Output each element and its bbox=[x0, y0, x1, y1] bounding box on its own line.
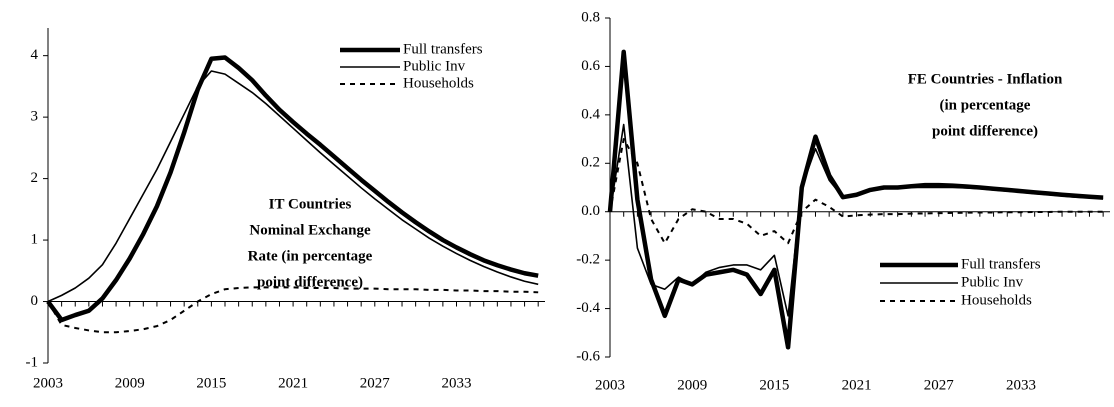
legend-label: Households bbox=[403, 75, 474, 91]
chart-title: (in percentage bbox=[940, 97, 1031, 113]
y-tick-label: -0.6 bbox=[576, 348, 600, 364]
y-tick-label: -1 bbox=[26, 354, 39, 370]
series-line bbox=[609, 138, 1104, 245]
y-tick-label: -0.2 bbox=[576, 252, 600, 268]
x-tick-label: 2027 bbox=[360, 375, 391, 391]
series-line bbox=[46, 55, 539, 323]
chart-title: Rate (in percentage bbox=[248, 248, 373, 264]
chart: -1 0 1 2 3 4 2003 2009 2015 2021 2027 2033 IT Countr… bbox=[26, 28, 545, 391]
series-line bbox=[47, 286, 539, 334]
legend-label: Households bbox=[961, 292, 1032, 308]
chart-title: point difference) bbox=[932, 123, 1038, 139]
y-tick-label: 0.4 bbox=[581, 106, 600, 122]
x-tick-label: 2009 bbox=[115, 375, 145, 391]
x-tick-label: 2015 bbox=[196, 375, 226, 391]
legend-label: Full transfers bbox=[403, 41, 483, 57]
chart-title: Nominal Exchange bbox=[249, 222, 371, 238]
x-tick-label: 2033 bbox=[1006, 377, 1036, 393]
legend-label: Public Inv bbox=[961, 274, 1024, 290]
y-tick-label: 0.2 bbox=[581, 155, 600, 171]
y-tick-label: 0 bbox=[31, 293, 39, 309]
series-line bbox=[47, 70, 539, 303]
x-tick-label: 2021 bbox=[842, 377, 872, 393]
chart-title: IT Countries bbox=[269, 196, 352, 212]
x-tick-label: 2003 bbox=[33, 375, 63, 391]
x-tick-label: 2027 bbox=[924, 377, 955, 393]
y-tick-label: 1 bbox=[31, 232, 39, 248]
x-tick-label: 2021 bbox=[278, 375, 308, 391]
y-tick-label: 0.0 bbox=[581, 203, 600, 219]
y-tick-label: 3 bbox=[31, 109, 39, 125]
x-tick-label: 2009 bbox=[677, 377, 707, 393]
chart-title: FE Countries - Inflation bbox=[908, 71, 1063, 87]
legend-label: Full transfers bbox=[961, 256, 1041, 272]
x-tick-label: 2003 bbox=[595, 377, 625, 393]
x-tick-label: 2033 bbox=[441, 375, 471, 391]
legend-label: Public Inv bbox=[403, 58, 466, 74]
series-line bbox=[609, 123, 1104, 317]
y-tick-label: 4 bbox=[31, 47, 39, 63]
chart: -0.6 -0.4 -0.2 0.0 0.2 0.4 0.6 0.8 2003 2009 2015 2… bbox=[576, 9, 1110, 393]
y-tick-label: 0.8 bbox=[581, 9, 600, 25]
chart-title: point difference) bbox=[257, 274, 363, 290]
y-tick-label: 2 bbox=[31, 170, 39, 186]
y-tick-label: 0.6 bbox=[581, 58, 600, 74]
x-tick-label: 2015 bbox=[759, 377, 789, 393]
y-tick-label: -0.4 bbox=[576, 300, 600, 316]
